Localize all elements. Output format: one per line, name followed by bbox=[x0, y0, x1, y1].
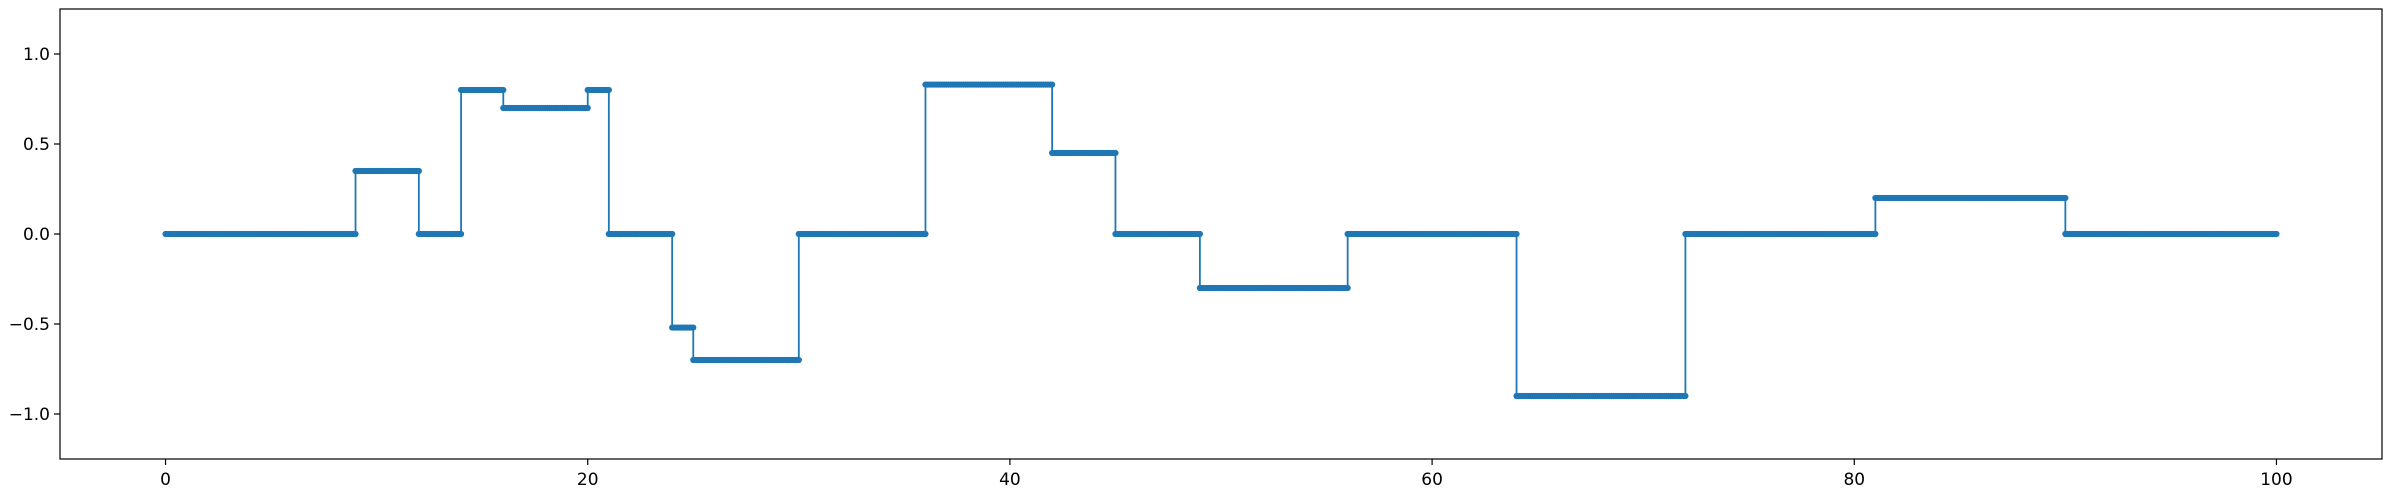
data-point bbox=[352, 230, 359, 238]
plot-area bbox=[162, 81, 2280, 400]
x-axis: 0 20 40 60 80 100 bbox=[160, 459, 2293, 490]
series-markers bbox=[162, 81, 2280, 400]
data-point bbox=[457, 230, 465, 238]
y-tick-label: 0.0 bbox=[23, 225, 50, 245]
data-point bbox=[1196, 230, 1203, 238]
data-point bbox=[1049, 81, 1056, 88]
data-point bbox=[415, 167, 422, 175]
axes-frame bbox=[59, 8, 2383, 460]
y-axis: −1.0 −0.5 0.0 0.5 1.0 bbox=[9, 45, 60, 425]
data-point bbox=[1344, 284, 1351, 292]
data-point bbox=[1112, 149, 1119, 157]
data-point bbox=[1682, 392, 1689, 400]
y-tick-label: −1.0 bbox=[9, 405, 50, 425]
x-tick-label: 20 bbox=[577, 470, 599, 490]
x-tick-label: 60 bbox=[1421, 470, 1443, 490]
data-point bbox=[2062, 194, 2069, 202]
y-tick-label: 0.5 bbox=[23, 135, 50, 155]
data-point bbox=[1872, 230, 1879, 238]
data-point bbox=[500, 86, 507, 94]
data-point bbox=[2273, 230, 2280, 238]
series-line bbox=[165, 83, 2277, 397]
data-point bbox=[584, 104, 591, 112]
x-tick-label: 0 bbox=[160, 470, 171, 490]
x-tick-label: 100 bbox=[2260, 470, 2292, 490]
y-tick-label: −0.5 bbox=[9, 315, 50, 335]
data-point bbox=[690, 324, 697, 331]
data-point bbox=[605, 86, 612, 94]
data-point bbox=[669, 230, 676, 238]
data-point bbox=[922, 230, 929, 238]
data-point bbox=[1513, 230, 1520, 238]
y-tick-label: 1.0 bbox=[23, 45, 50, 65]
x-tick-label: 40 bbox=[999, 470, 1021, 490]
x-tick-label: 80 bbox=[1843, 470, 1865, 490]
data-point bbox=[795, 356, 802, 364]
